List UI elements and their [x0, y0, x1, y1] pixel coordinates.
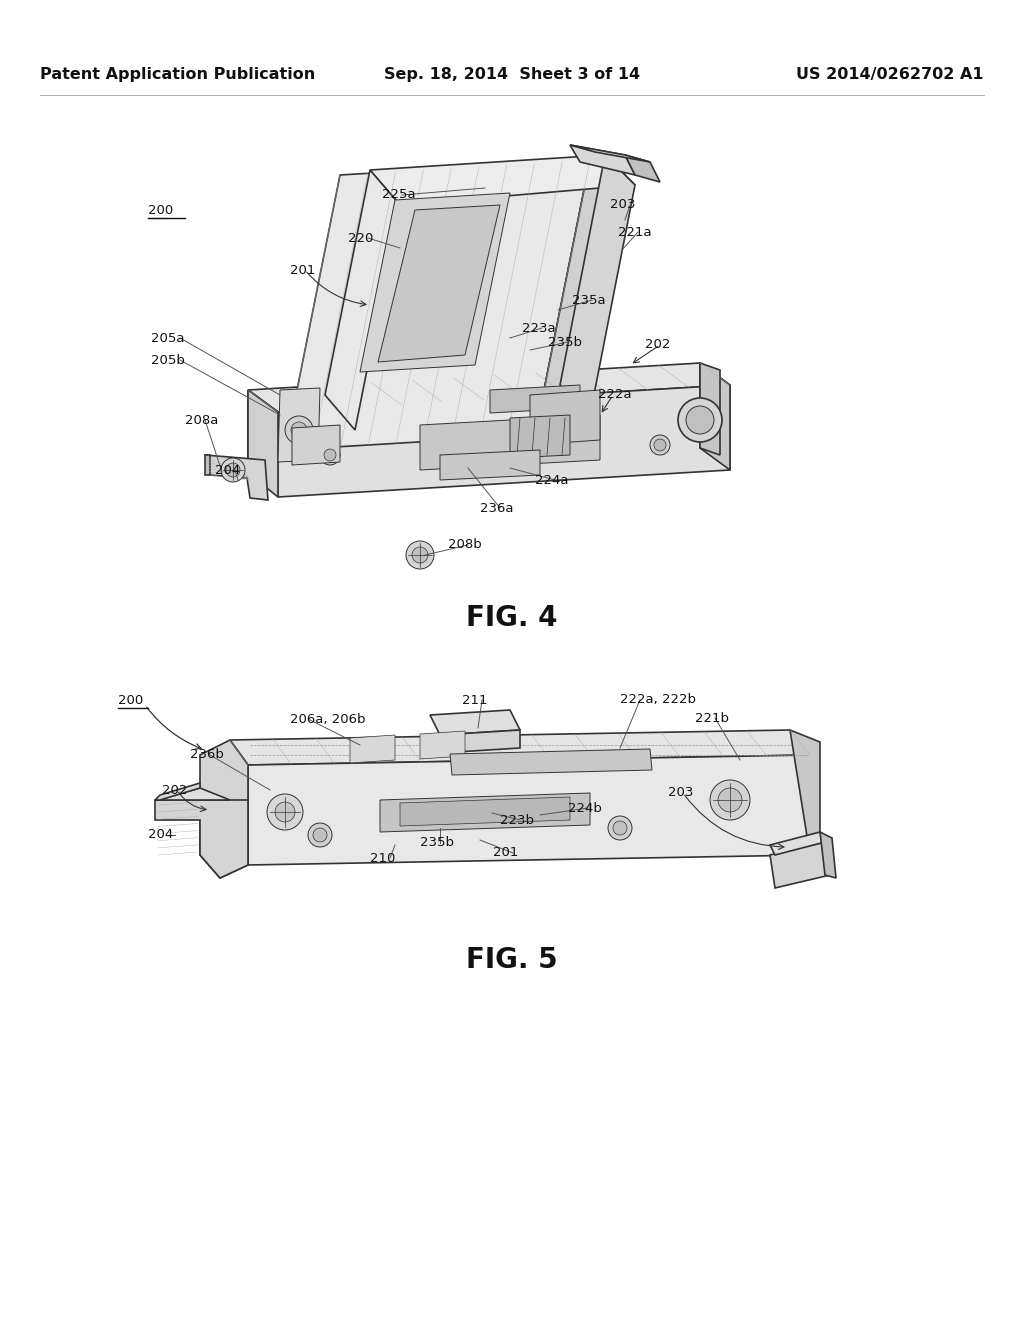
Polygon shape — [380, 793, 590, 832]
Text: 220: 220 — [348, 231, 374, 244]
Text: 211: 211 — [462, 693, 487, 706]
Text: 223a: 223a — [522, 322, 556, 334]
Text: Patent Application Publication: Patent Application Publication — [40, 67, 315, 82]
Circle shape — [412, 546, 428, 564]
Text: 224a: 224a — [535, 474, 568, 487]
Text: 221b: 221b — [695, 711, 729, 725]
Text: 224b: 224b — [568, 801, 602, 814]
Text: 204: 204 — [148, 829, 173, 842]
Text: 203: 203 — [610, 198, 635, 211]
Polygon shape — [420, 731, 465, 759]
Polygon shape — [700, 363, 720, 455]
Circle shape — [226, 463, 240, 477]
Polygon shape — [378, 205, 500, 362]
Text: 204: 204 — [215, 463, 241, 477]
Polygon shape — [248, 363, 730, 412]
Polygon shape — [360, 193, 510, 372]
Circle shape — [291, 422, 307, 438]
Circle shape — [267, 795, 303, 830]
Polygon shape — [278, 385, 730, 498]
Polygon shape — [770, 842, 830, 888]
Polygon shape — [350, 735, 395, 763]
Text: 201: 201 — [290, 264, 315, 276]
Polygon shape — [440, 730, 520, 752]
Circle shape — [221, 458, 245, 482]
Polygon shape — [370, 154, 635, 205]
Text: 210: 210 — [370, 851, 395, 865]
Polygon shape — [400, 797, 570, 826]
Polygon shape — [560, 154, 635, 414]
Polygon shape — [490, 385, 580, 413]
Polygon shape — [625, 154, 660, 182]
Polygon shape — [570, 145, 635, 176]
Circle shape — [686, 407, 714, 434]
Polygon shape — [155, 800, 248, 878]
Circle shape — [313, 828, 327, 842]
Text: 221a: 221a — [618, 226, 651, 239]
Text: 202: 202 — [162, 784, 187, 796]
Text: 222a: 222a — [598, 388, 632, 401]
Polygon shape — [278, 388, 319, 462]
Text: Sep. 18, 2014  Sheet 3 of 14: Sep. 18, 2014 Sheet 3 of 14 — [384, 67, 640, 82]
Text: 235b: 235b — [420, 837, 454, 850]
Polygon shape — [205, 455, 210, 475]
Circle shape — [718, 788, 742, 812]
Polygon shape — [285, 160, 590, 450]
Polygon shape — [200, 741, 248, 878]
Polygon shape — [770, 832, 825, 855]
Polygon shape — [430, 710, 520, 735]
Text: 222a, 222b: 222a, 222b — [620, 693, 696, 706]
Polygon shape — [325, 170, 400, 430]
Circle shape — [678, 399, 722, 442]
Text: 208b: 208b — [449, 539, 481, 552]
Polygon shape — [820, 832, 836, 878]
Polygon shape — [248, 389, 278, 498]
Circle shape — [324, 449, 336, 461]
Text: 235b: 235b — [548, 335, 582, 348]
Polygon shape — [790, 730, 820, 855]
Polygon shape — [510, 414, 570, 458]
Text: 236a: 236a — [480, 502, 513, 515]
Polygon shape — [292, 425, 340, 465]
Text: 201: 201 — [493, 846, 518, 859]
Circle shape — [319, 445, 340, 465]
Circle shape — [650, 436, 670, 455]
Polygon shape — [440, 450, 540, 480]
Circle shape — [608, 816, 632, 840]
Text: FIG. 5: FIG. 5 — [466, 946, 558, 974]
Polygon shape — [420, 414, 600, 470]
Polygon shape — [450, 748, 652, 775]
Circle shape — [308, 822, 332, 847]
Text: 202: 202 — [645, 338, 671, 351]
Text: 205a: 205a — [152, 331, 185, 345]
Polygon shape — [248, 755, 810, 865]
Text: 235a: 235a — [572, 293, 605, 306]
Circle shape — [710, 780, 750, 820]
Text: 208a: 208a — [185, 413, 218, 426]
Text: 223b: 223b — [500, 813, 534, 826]
Polygon shape — [248, 389, 278, 495]
Circle shape — [613, 821, 627, 836]
Polygon shape — [700, 363, 730, 470]
Polygon shape — [205, 455, 268, 500]
Text: 200: 200 — [118, 693, 143, 706]
Circle shape — [285, 416, 313, 444]
Circle shape — [275, 803, 295, 822]
Text: 203: 203 — [668, 787, 693, 800]
Circle shape — [406, 541, 434, 569]
Text: 225a: 225a — [382, 189, 416, 202]
Text: 236b: 236b — [190, 748, 224, 762]
Text: US 2014/0262702 A1: US 2014/0262702 A1 — [797, 67, 984, 82]
Polygon shape — [155, 788, 230, 800]
Text: FIG. 4: FIG. 4 — [466, 605, 558, 632]
Polygon shape — [230, 730, 810, 766]
Polygon shape — [535, 160, 625, 445]
Polygon shape — [530, 389, 600, 445]
Circle shape — [654, 440, 666, 451]
Polygon shape — [570, 145, 650, 162]
Text: 206a, 206b: 206a, 206b — [290, 714, 366, 726]
Polygon shape — [155, 783, 200, 800]
Text: 200: 200 — [148, 203, 173, 216]
Text: 205b: 205b — [152, 354, 185, 367]
